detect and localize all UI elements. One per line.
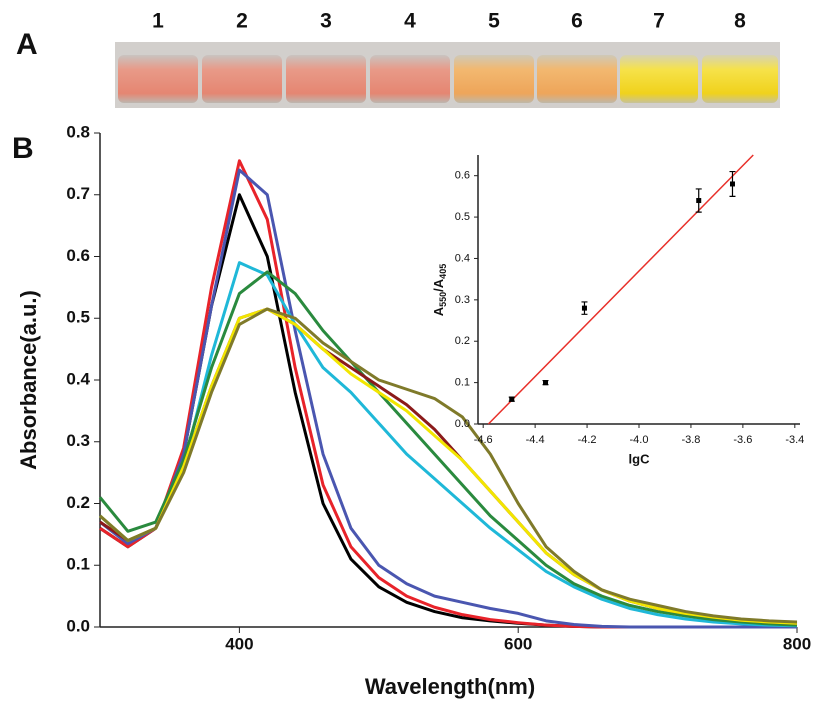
x-tick-label: -4.4 [526, 434, 545, 446]
y-axis-label: Absorbance(a.u.) [16, 290, 41, 470]
point [543, 380, 549, 386]
y-tick-label: 0.0 [66, 616, 90, 635]
photo-label: 7 [653, 10, 665, 33]
panel-label: A [16, 28, 38, 61]
y-axis-label-part: 405 [438, 264, 448, 279]
photo [115, 42, 780, 108]
photo-label: 2 [236, 10, 248, 33]
x-axis-label: Wavelength(nm) [365, 674, 535, 699]
photo-label: 4 [404, 10, 416, 33]
x-tick-label: -3.4 [785, 434, 804, 446]
y-axis-label-part: A [431, 306, 446, 316]
y-axis-label-part: 550 [438, 292, 448, 307]
y-tick-label: 0.1 [455, 377, 470, 389]
panel-label: B [12, 132, 34, 165]
y-tick-label: 0.5 [455, 211, 470, 223]
point [729, 181, 735, 187]
photo-label: 3 [320, 10, 332, 33]
y-tick-label: 0.6 [66, 246, 90, 265]
x-tick-label: -3.6 [733, 434, 752, 446]
x-tick-label: -4.2 [578, 434, 597, 446]
y-tick-label: 0.8 [66, 122, 90, 141]
photo-label: 6 [571, 10, 583, 33]
line-series [99, 307, 798, 625]
point [509, 396, 515, 402]
line-series [99, 168, 797, 629]
y-tick-label: 0.5 [66, 308, 90, 327]
inset-chart: -4.6 -4.4 -4.2 -4.0 -3.8 -3.6 -3.4 0.0 0.1 0.2 0.3… [431, 154, 804, 466]
point [696, 198, 702, 204]
y-tick-label: 0.6 [455, 170, 470, 182]
y-tick-label: 0.2 [66, 493, 90, 512]
x-tick-label: 400 [225, 634, 253, 653]
y-tick-label: 0.1 [66, 555, 90, 574]
x-tick-label: -4.0 [630, 434, 649, 446]
photo-labels: 1 2 3 4 5 6 7 8 [152, 10, 746, 33]
y-tick-label: 0.4 [455, 252, 470, 264]
y-axis-label-part: /A [431, 278, 446, 292]
photo-label: 1 [152, 10, 164, 33]
line-series [99, 261, 798, 628]
y-tick-label: 0.0 [455, 418, 470, 430]
x-tick-label: 800 [783, 634, 811, 653]
fit-line [487, 154, 754, 425]
line-series [99, 307, 798, 624]
y-tick-label: 0.4 [66, 369, 90, 388]
x-tick-label: -3.8 [681, 434, 700, 446]
main-chart: 400 600 800 0.0 0.1 0.2 0.3 0.4 0.5 0.6 0.7 0.8 Wave… [16, 122, 811, 698]
line-series [98, 270, 798, 627]
y-axis-label: A550/A405 [431, 264, 448, 316]
line-series [99, 307, 798, 625]
y-tick-label: 0.2 [455, 335, 470, 347]
y-tick-label: 0.3 [455, 294, 470, 306]
x-tick-label: 600 [504, 634, 532, 653]
photo-label: 5 [488, 10, 500, 33]
x-tick-label: -4.6 [474, 434, 493, 446]
y-tick-label: 0.7 [66, 184, 90, 203]
y-tick-label: 0.3 [66, 431, 90, 450]
photo-label: 8 [734, 10, 746, 33]
x-axis-label: lgC [629, 451, 651, 466]
point [581, 305, 587, 311]
